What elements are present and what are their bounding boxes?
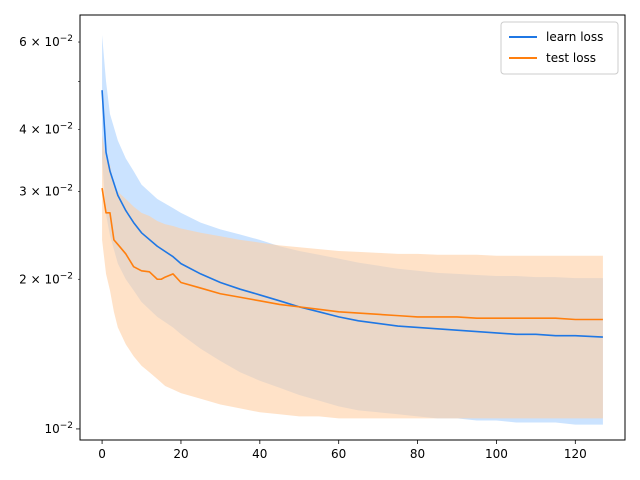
series-lines <box>101 90 603 338</box>
plot-frame <box>79 14 626 441</box>
y-tick-label: 2 × 10−2 <box>19 271 73 286</box>
x-tick-label: 20 <box>173 447 188 461</box>
x-tick-label: 80 <box>410 447 425 461</box>
y-tick-label: 10−2 <box>44 421 73 436</box>
x-tick-label: 0 <box>98 447 106 461</box>
x-axis: 0 20 40 60 80 100 120 <box>98 440 587 461</box>
y-tick-label: 4 × 10−2 <box>19 122 73 137</box>
legend: learn loss test loss <box>500 21 619 75</box>
x-tick-label: 60 <box>331 447 346 461</box>
x-tick-label: 100 <box>485 447 508 461</box>
legend-label-learn-loss: learn loss <box>546 30 603 44</box>
y-tick-label: 3 × 10−2 <box>19 184 73 199</box>
y-axis: 10−2 2 × 10−2 3 × 10−2 4 × 10−2 6 × 10−2 <box>19 34 80 436</box>
y-tick-label: 6 × 10−2 <box>19 34 73 49</box>
confidence-bands <box>102 34 603 425</box>
test-loss-line <box>101 188 603 321</box>
x-tick-label: 40 <box>252 447 267 461</box>
legend-box <box>500 21 619 75</box>
x-tick-label: 120 <box>564 447 587 461</box>
test-loss-band <box>102 135 603 419</box>
legend-label-test-loss: test loss <box>546 51 596 65</box>
